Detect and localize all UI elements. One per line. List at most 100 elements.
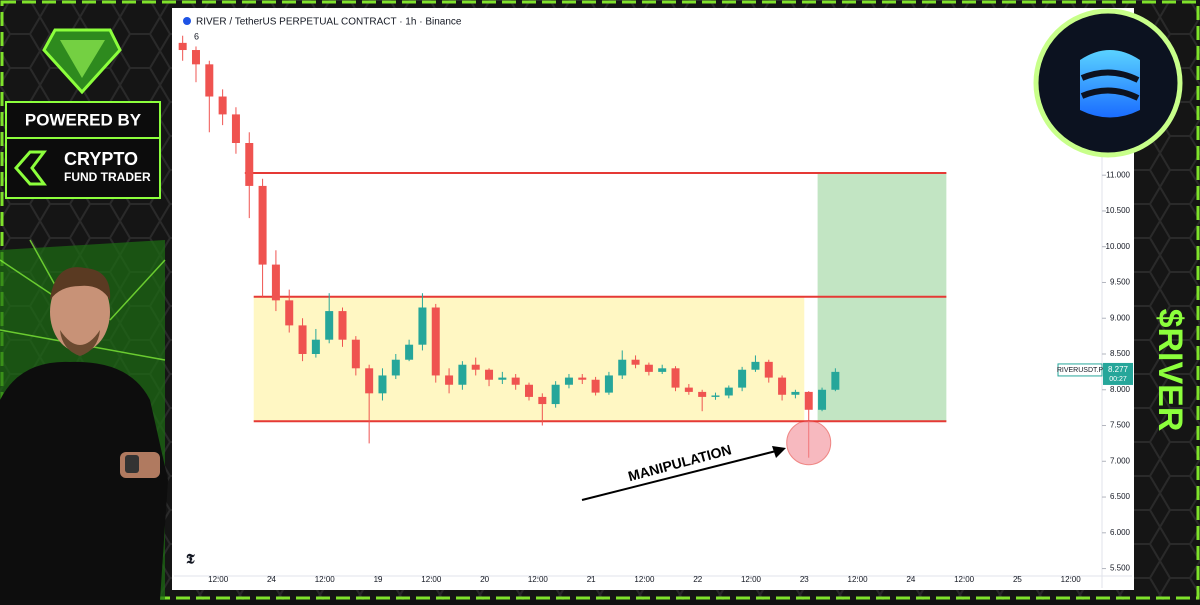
- candle-body: [445, 375, 454, 385]
- candle-body: [564, 377, 573, 385]
- x-tick-label: 12:00: [954, 575, 975, 584]
- candle-body: [818, 389, 827, 410]
- candle-body: [498, 377, 507, 380]
- candle-body: [365, 368, 374, 394]
- chart-title: RIVER / TetherUS PERPETUAL CONTRACT · 1h…: [196, 17, 462, 28]
- exchange-icon: [183, 17, 191, 25]
- powered-by: POWERED BY: [25, 110, 142, 129]
- candle-body: [178, 42, 187, 51]
- candle-body: [604, 375, 613, 393]
- countdown: 00:27: [1109, 376, 1127, 383]
- candle-body: [391, 359, 400, 376]
- candle-body: [684, 387, 693, 392]
- x-tick-label: 21: [587, 575, 596, 584]
- candle-body: [631, 359, 640, 365]
- candle-body: [791, 391, 800, 395]
- candle-body: [231, 114, 240, 144]
- candle-body: [578, 377, 587, 380]
- manipulation-highlight: [786, 420, 832, 466]
- candle-body: [525, 384, 533, 397]
- presenter: [0, 239, 168, 600]
- y-tick-label: 6.000: [1110, 528, 1131, 537]
- candle-body: [618, 359, 627, 376]
- candle-body: [778, 377, 787, 395]
- y-tick-label: 9.500: [1110, 278, 1131, 287]
- brand-icon: [14, 150, 47, 186]
- y-tick-label: 7.500: [1110, 421, 1131, 430]
- token-logo: [1033, 8, 1183, 158]
- range-box: [253, 296, 805, 422]
- price-tag: [1103, 362, 1133, 385]
- y-tick-label: 10.500: [1106, 206, 1131, 215]
- y-tick-label: 7.000: [1110, 456, 1131, 465]
- candle-body: [325, 311, 334, 340]
- candle-body: [698, 391, 707, 397]
- y-tick-label: 5.500: [1110, 564, 1131, 573]
- candle-body: [724, 387, 733, 396]
- indicator-count: 6: [194, 31, 199, 41]
- candle-body: [751, 361, 760, 370]
- candle-body: [191, 50, 200, 65]
- sponsor-box: [5, 101, 161, 199]
- tv-logo: 𝕿: [186, 551, 195, 567]
- candle-body: [298, 325, 307, 354]
- x-tick-label: 12:00: [528, 575, 549, 584]
- candle-body: [245, 143, 254, 186]
- brand-line-2: FUND TRADER: [64, 170, 151, 184]
- candle-body: [591, 379, 600, 393]
- candle-body: [338, 311, 347, 340]
- ticker-tag: $RIVER: [1151, 309, 1189, 432]
- y-tick-label: 11.000: [1106, 170, 1130, 179]
- x-tick-label: 25: [1013, 575, 1022, 584]
- x-tick-label: 24: [906, 575, 915, 584]
- candle-body: [511, 377, 520, 385]
- x-tick-label: 12:00: [208, 575, 229, 584]
- candle-body: [271, 264, 280, 301]
- x-tick-label: 19: [374, 575, 383, 584]
- x-tick-label: 12:00: [1061, 575, 1082, 584]
- candle-body: [658, 368, 667, 372]
- arrow-head: [772, 446, 786, 458]
- symbol-label: RIVERUSDT.P: [1057, 367, 1104, 374]
- candle-body: [311, 339, 320, 354]
- y-tick-label: 10.000: [1106, 242, 1131, 251]
- candle-body: [644, 364, 653, 372]
- y-tick-label: 8.000: [1110, 385, 1131, 394]
- candle-body: [764, 361, 773, 378]
- candle-body: [831, 371, 840, 390]
- x-tick-label: 12:00: [741, 575, 762, 584]
- x-tick-label: 22: [693, 575, 702, 584]
- x-tick-label: 12:00: [634, 575, 655, 584]
- candle-body: [551, 384, 560, 405]
- x-tick-label: 24: [267, 575, 276, 584]
- candle-body: [804, 391, 813, 410]
- x-tick-label: 12:00: [848, 575, 869, 584]
- candle-body: [418, 307, 427, 345]
- candle-body: [258, 185, 267, 265]
- annotation-arrow: [581, 449, 781, 501]
- x-tick-label: 12:00: [421, 575, 442, 584]
- y-tick-label: 6.500: [1110, 492, 1131, 501]
- x-tick-label: 20: [480, 575, 489, 584]
- candle-body: [458, 364, 467, 385]
- candle-body: [471, 364, 480, 370]
- candle-body: [285, 300, 294, 326]
- candle-body: [378, 375, 387, 394]
- brand-line-1: CRYPTO: [64, 149, 138, 169]
- y-tick-label: 9.000: [1110, 313, 1131, 322]
- candle-body: [431, 307, 440, 376]
- candle-body: [538, 396, 547, 405]
- candle-body: [671, 368, 680, 388]
- y-tick-label: 8.500: [1110, 349, 1131, 358]
- candle-body: [485, 369, 494, 380]
- candle-body: [205, 64, 214, 97]
- candle-body: [711, 395, 720, 397]
- candle-body: [351, 339, 360, 369]
- x-tick-label: 12:00: [315, 575, 336, 584]
- candle-body: [738, 369, 747, 388]
- candle-body: [405, 344, 414, 360]
- x-tick-label: 23: [800, 575, 809, 584]
- symbol-tag: [1057, 363, 1103, 377]
